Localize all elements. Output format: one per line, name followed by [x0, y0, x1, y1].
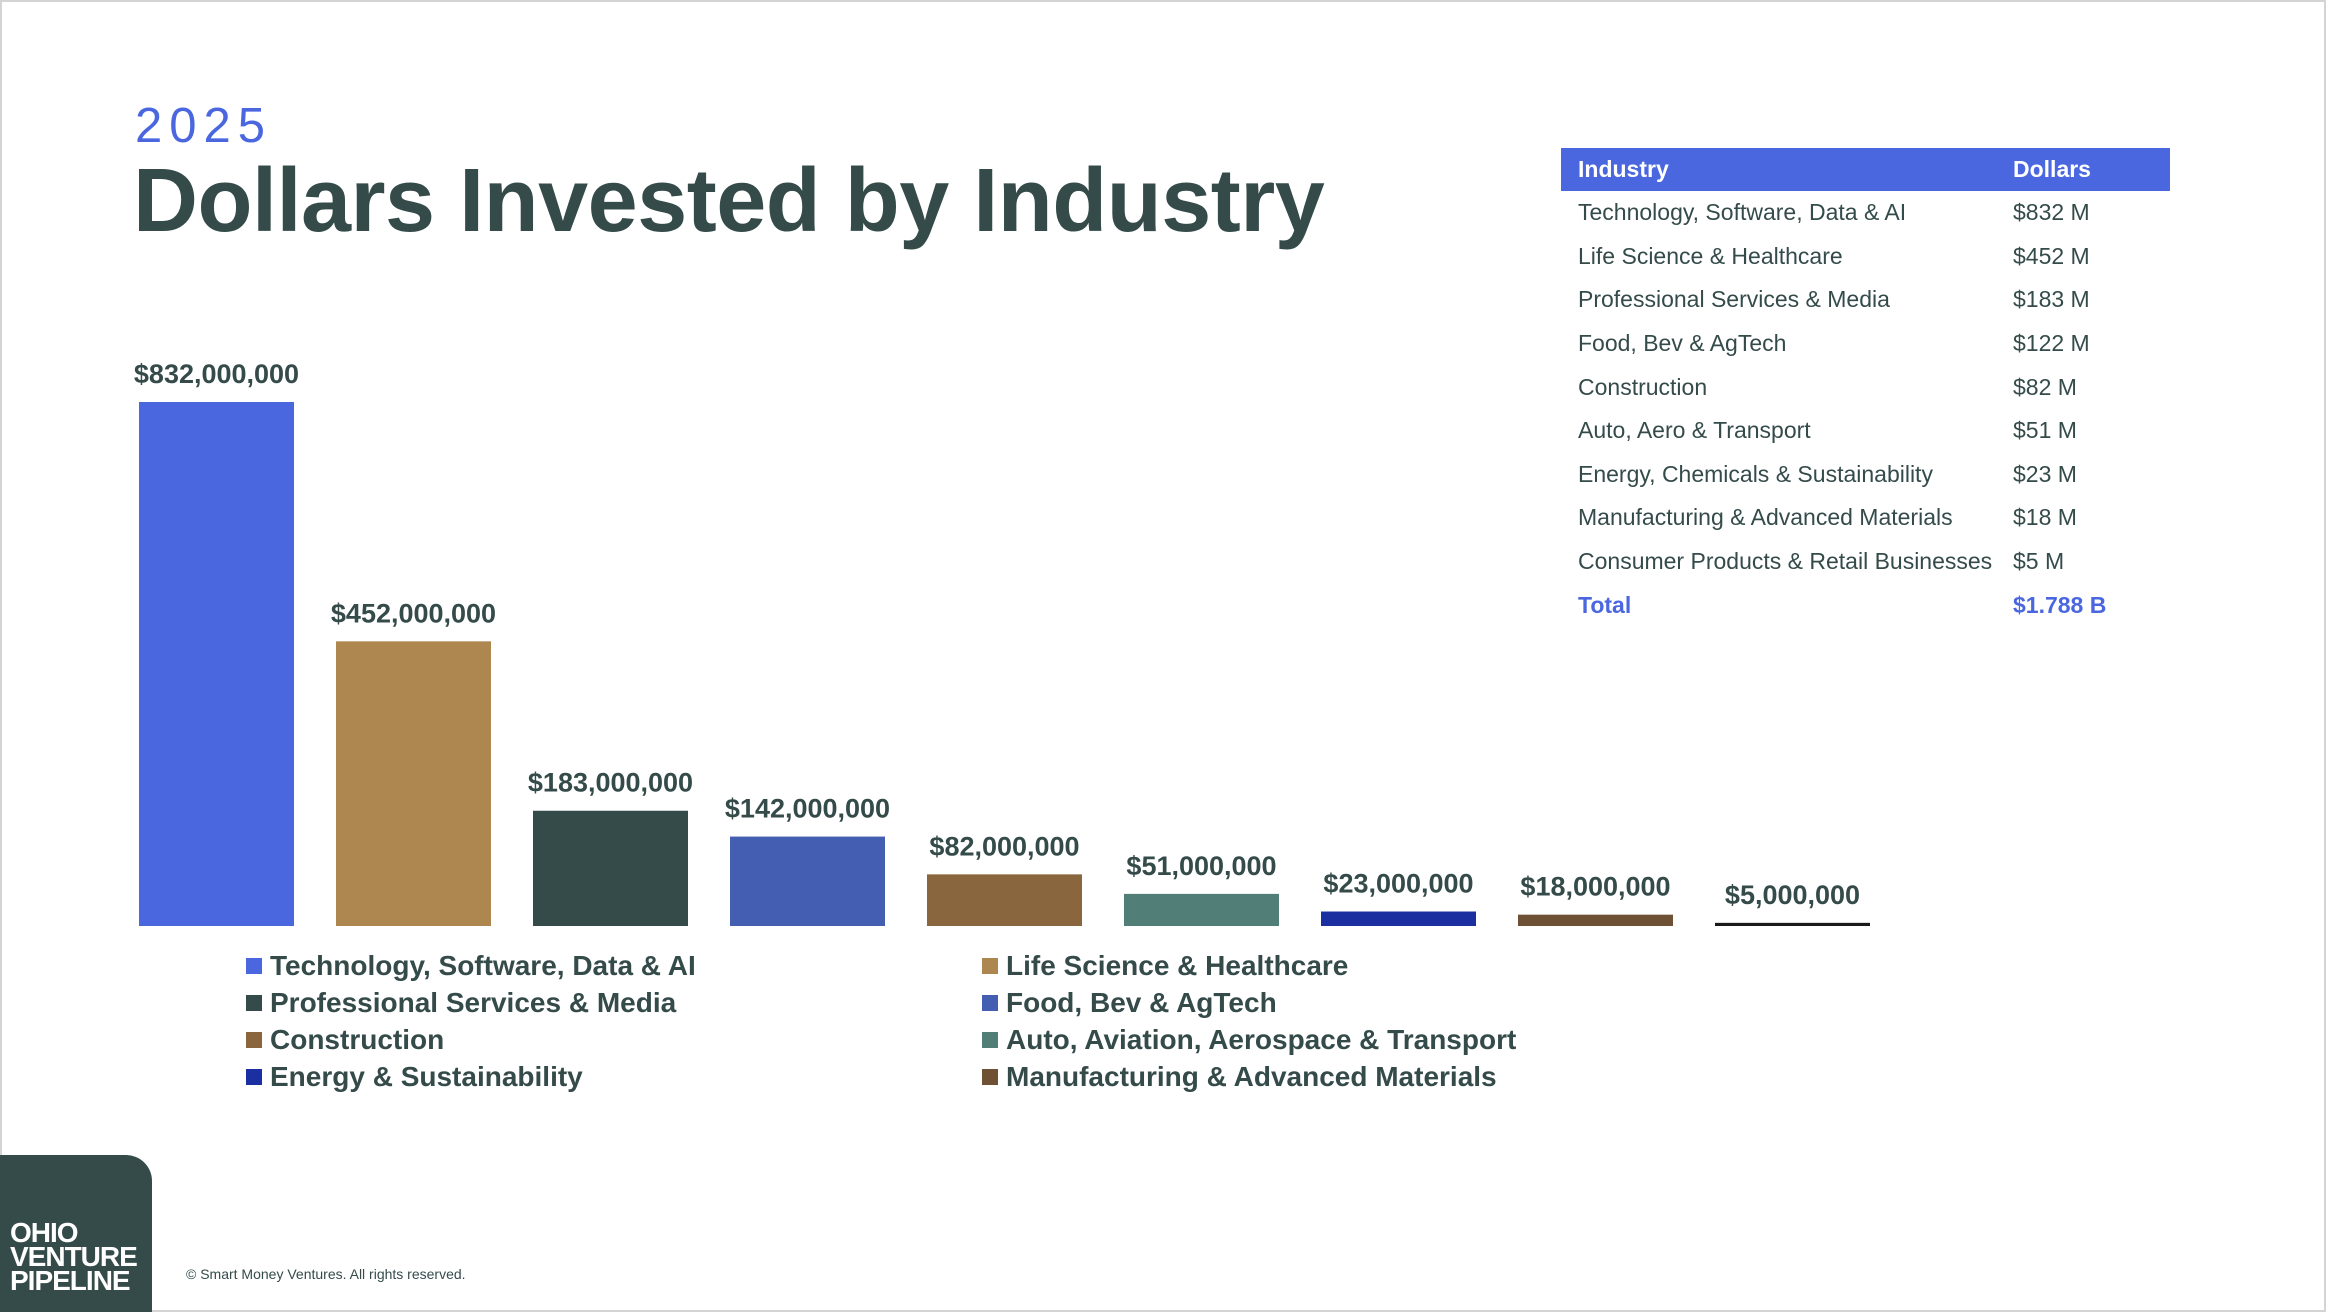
table-body: Technology, Software, Data & AI $832 M Lif… — [1561, 191, 2170, 583]
legend-label: Energy & Sustainability — [270, 1060, 583, 1092]
bar-value-label: $183,000,000 — [528, 768, 693, 798]
copyright-text: © Smart Money Ventures. All rights reser… — [186, 1266, 466, 1282]
table-row: Life Science & Healthcare $452 M — [1561, 235, 2170, 279]
legend-label: Professional Services & Media — [270, 986, 677, 1018]
page-year: 2025 — [135, 99, 273, 153]
table-cell-dollars: $51 M — [2013, 417, 2077, 444]
table-cell-industry: Technology, Software, Data & AI — [1578, 199, 1907, 226]
page-title: Dollars Invested by Industry — [133, 151, 1325, 251]
bar — [1715, 922, 1870, 926]
bar — [730, 836, 885, 926]
legend-swatch — [246, 1031, 262, 1048]
bar — [1124, 893, 1279, 926]
table-cell-industry: Consumer Products & Retail Businesses — [1578, 548, 1993, 575]
logo-line: PIPELINE — [10, 1265, 131, 1296]
bar-value-label: $51,000,000 — [1126, 851, 1276, 881]
table-cell-industry: Food, Bev & AgTech — [1578, 330, 1787, 357]
table-cell-dollars: $18 M — [2013, 504, 2077, 531]
table-header-industry: Industry — [1578, 156, 1669, 182]
table-cell-dollars: $452 M — [2013, 242, 2090, 269]
table-cell-industry: Energy, Chemicals & Sustainability — [1578, 460, 1933, 487]
table-header-row: Industry Dollars — [1561, 148, 2170, 191]
bar-value-label: $142,000,000 — [725, 794, 890, 824]
legend-swatch — [246, 994, 262, 1011]
bar — [336, 641, 491, 926]
legend-label: Food, Bev & AgTech — [1006, 986, 1277, 1018]
legend-swatch — [982, 957, 998, 974]
table-row: Technology, Software, Data & AI $832 M — [1561, 191, 2170, 235]
table-total-label: Total — [1578, 591, 1632, 618]
legend-label: Auto, Aviation, Aerospace & Transport — [1006, 1023, 1517, 1055]
table-row: Auto, Aero & Transport $51 M — [1561, 409, 2170, 453]
table-row: Consumer Products & Retail Businesses $5 … — [1561, 540, 2170, 584]
table-row: Construction $82 M — [1561, 365, 2170, 409]
bar-value-label: $82,000,000 — [929, 831, 1079, 861]
table-row: Energy, Chemicals & Sustainability $23 M — [1561, 453, 2170, 497]
legend-label: Technology, Software, Data & AI — [270, 949, 696, 981]
table-cell-industry: Auto, Aero & Transport — [1578, 417, 1811, 444]
ohio-venture-pipeline-logo: OHIO VENTURE PIPELINE — [0, 1155, 152, 1312]
legend-swatch — [982, 994, 998, 1011]
bar — [927, 874, 1082, 926]
table-total-row: Total $1.788 B — [1561, 583, 2170, 627]
table-cell-industry: Life Science & Healthcare — [1578, 242, 1843, 269]
bar-value-label: $452,000,000 — [331, 598, 496, 628]
bar-value-label: $18,000,000 — [1520, 872, 1670, 902]
bar — [1321, 911, 1476, 926]
legend-swatch — [982, 1031, 998, 1048]
legend-swatch — [246, 957, 262, 974]
table-cell-industry: Construction — [1578, 373, 1708, 400]
table-cell-dollars: $832 M — [2013, 199, 2090, 226]
legend-item: Manufacturing & Advanced Materials — [982, 1061, 1522, 1092]
chart-legend: Technology, Software, Data & AI Life Scie… — [246, 950, 1526, 1092]
table-total-value: $1.788 B — [2013, 591, 2107, 618]
table-row: Professional Services & Media $183 M — [1561, 278, 2170, 322]
bar — [1518, 914, 1673, 926]
table-cell-dollars: $82 M — [2013, 373, 2077, 400]
legend-label: Life Science & Healthcare — [1006, 949, 1349, 981]
table-header-dollars: Dollars — [2013, 156, 2091, 182]
table-cell-dollars: $183 M — [2013, 286, 2090, 313]
bar — [139, 402, 294, 926]
table-cell-industry: Professional Services & Media — [1578, 286, 1890, 313]
legend-item: Auto, Aviation, Aerospace & Transport — [982, 1024, 1522, 1055]
logo-line: VENTURE — [10, 1241, 138, 1272]
legend-item: Energy & Sustainability — [246, 1061, 982, 1092]
legend-swatch — [982, 1068, 998, 1085]
legend-item: Life Science & Healthcare — [982, 950, 1522, 981]
legend-label: Construction — [270, 1023, 445, 1055]
bar-value-label: $23,000,000 — [1323, 869, 1473, 899]
legend-item: Construction — [246, 1024, 982, 1055]
bar-value-label: $5,000,000 — [1725, 880, 1860, 910]
table-cell-dollars: $23 M — [2013, 460, 2077, 487]
legend-item: Food, Bev & AgTech — [982, 987, 1522, 1018]
industry-table: Industry Dollars Technology, Software, D… — [1561, 148, 2170, 627]
legend-swatch — [246, 1068, 262, 1085]
table-cell-dollars: $5 M — [2013, 548, 2065, 575]
legend-item: Technology, Software, Data & AI — [246, 950, 982, 981]
legend-item: Professional Services & Media — [246, 987, 982, 1018]
bar-value-label: $832,000,000 — [134, 359, 299, 389]
table-cell-dollars: $122 M — [2013, 330, 2090, 357]
legend-label: Manufacturing & Advanced Materials — [1006, 1060, 1497, 1092]
table-row: Manufacturing & Advanced Materials $18 M — [1561, 496, 2170, 540]
bar — [533, 810, 688, 926]
table-row: Food, Bev & AgTech $122 M — [1561, 322, 2170, 366]
logo-line: OHIO — [10, 1217, 79, 1248]
table-cell-industry: Manufacturing & Advanced Materials — [1578, 504, 1953, 531]
